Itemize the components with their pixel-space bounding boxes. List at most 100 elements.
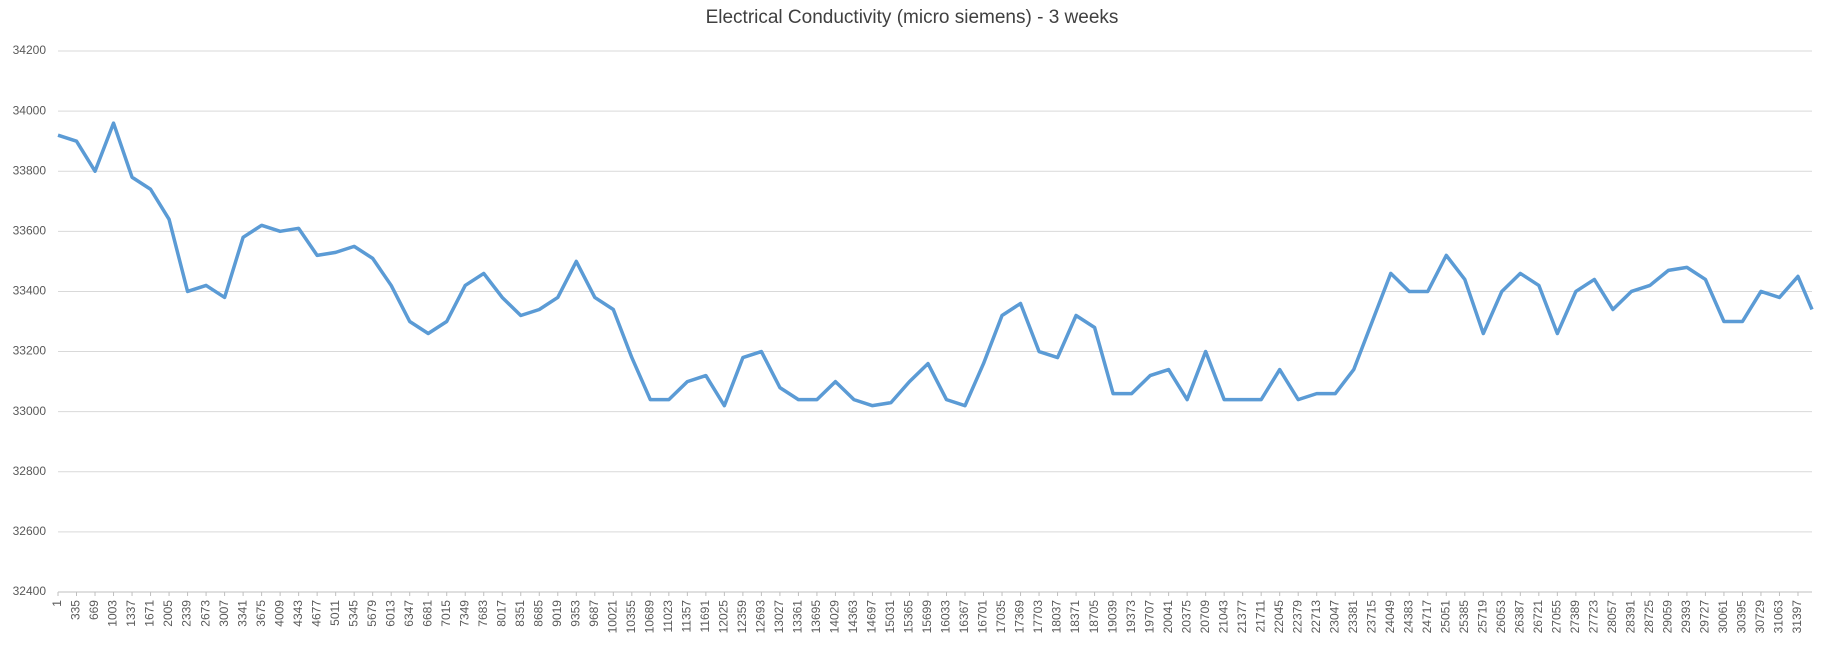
x-tick-label: 10355 (624, 600, 638, 634)
x-tick-label: 17703 (1031, 600, 1045, 634)
x-tick-label: 12025 (717, 600, 731, 634)
y-tick-label: 33800 (13, 163, 47, 177)
x-tick-label: 3341 (235, 600, 249, 627)
y-tick-label: 33600 (13, 224, 47, 238)
x-tick-label: 29727 (1698, 600, 1712, 634)
x-tick-label: 9353 (568, 600, 582, 627)
x-tick-label: 11023 (661, 600, 675, 633)
x-tick-label: 13027 (772, 600, 786, 634)
x-tick-label: 1 (50, 600, 64, 607)
x-tick-label: 22379 (1290, 600, 1304, 634)
x-tick-label: 8685 (531, 600, 545, 627)
x-tick-label: 6347 (402, 600, 416, 627)
x-tick-label: 30395 (1735, 600, 1749, 634)
x-tick-label: 21043 (1216, 600, 1230, 634)
x-tick-label: 14697 (865, 600, 879, 634)
x-tick-label: 1671 (143, 600, 157, 627)
x-tick-label: 1003 (106, 600, 120, 627)
x-tick-label: 10689 (643, 600, 657, 634)
x-tick-label: 27055 (1550, 600, 1564, 634)
x-tick-label: 6681 (420, 600, 434, 627)
x-tick-label: 4677 (309, 600, 323, 627)
x-tick-label: 7015 (439, 600, 453, 627)
x-tick-label: 23047 (1327, 600, 1341, 634)
x-tick-label: 25051 (1438, 600, 1452, 634)
x-tick-label: 20041 (1161, 600, 1175, 634)
x-tick-label: 4343 (291, 600, 305, 627)
x-tick-label: 25385 (1457, 600, 1471, 634)
x-tick-label: 7683 (476, 600, 490, 627)
x-tick-label: 17035 (994, 600, 1008, 634)
x-tick-label: 31397 (1790, 600, 1804, 634)
x-tick-label: 30061 (1716, 600, 1730, 634)
x-tick-label: 5345 (346, 600, 360, 627)
x-tick-label: 26387 (1512, 600, 1526, 634)
x-tick-label: 5679 (365, 600, 379, 627)
x-tick-label: 2005 (161, 600, 175, 627)
x-tick-label: 12359 (735, 600, 749, 634)
x-tick-label: 6013 (383, 600, 397, 627)
x-tick-label: 19039 (1105, 600, 1119, 634)
y-tick-label: 34000 (13, 103, 47, 117)
x-tick-label: 16033 (939, 600, 953, 634)
y-tick-label: 34200 (13, 43, 47, 57)
x-tick-label: 28057 (1605, 600, 1619, 634)
x-tick-label: 3675 (254, 600, 268, 627)
x-tick-label: 18037 (1050, 600, 1064, 634)
x-tick-label: 14363 (846, 600, 860, 634)
y-tick-label: 32400 (13, 584, 47, 598)
x-tick-label: 29393 (1679, 600, 1693, 634)
x-tick-label: 15365 (902, 600, 916, 634)
x-tick-label: 22045 (1272, 600, 1286, 634)
x-tick-label: 16367 (957, 600, 971, 634)
x-tick-label: 1337 (124, 600, 138, 627)
x-tick-label: 9019 (550, 600, 564, 627)
x-tick-label: 21711 (1253, 600, 1267, 633)
x-tick-label: 669 (87, 600, 101, 620)
x-tick-label: 26721 (1531, 600, 1545, 634)
x-tick-label: 24383 (1401, 600, 1415, 634)
x-tick-label: 23715 (1364, 600, 1378, 634)
x-tick-label: 17369 (1013, 600, 1027, 634)
x-tick-label: 19373 (1124, 600, 1138, 634)
x-tick-label: 2673 (198, 600, 212, 627)
x-tick-label: 11691 (698, 600, 712, 633)
x-tick-label: 13361 (791, 600, 805, 634)
chart-title: Electrical Conductivity (micro siemens) … (706, 7, 1119, 28)
x-tick-label: 15699 (920, 600, 934, 634)
x-tick-label: 24049 (1383, 600, 1397, 634)
x-tick-label: 28391 (1624, 600, 1638, 634)
x-tick-label: 14029 (828, 600, 842, 634)
y-tick-label: 33000 (13, 404, 47, 418)
x-tick-label: 20375 (1179, 600, 1193, 634)
y-tick-label: 32800 (13, 464, 47, 478)
x-tick-label: 12693 (754, 600, 768, 634)
x-tick-label: 31063 (1772, 600, 1786, 634)
x-tick-label: 8017 (494, 600, 508, 627)
x-tick-label: 18371 (1068, 600, 1082, 634)
x-tick-label: 21377 (1235, 600, 1249, 634)
x-tick-label: 27723 (1587, 600, 1601, 634)
x-tick-label: 9687 (587, 600, 601, 627)
x-tick-label: 22713 (1309, 600, 1323, 634)
x-tick-label: 25719 (1475, 600, 1489, 634)
x-tick-label: 27389 (1568, 600, 1582, 634)
x-tick-label: 2339 (180, 600, 194, 627)
x-tick-label: 18705 (1087, 600, 1101, 634)
y-tick-label: 32600 (13, 524, 47, 538)
x-tick-label: 8351 (513, 600, 527, 627)
x-tick-label: 7349 (457, 600, 471, 627)
x-tick-label: 11357 (680, 600, 694, 633)
x-tick-label: 23381 (1346, 600, 1360, 634)
x-tick-label: 28725 (1642, 600, 1656, 634)
line-series (57, 121, 1814, 408)
x-tick-label: 16701 (976, 600, 990, 634)
x-tick-label: 15031 (883, 600, 897, 634)
x-tick-label: 3007 (217, 600, 231, 627)
x-tick-label: 26053 (1494, 600, 1508, 634)
y-tick-label: 33200 (13, 344, 47, 358)
x-tick-label: 13695 (809, 600, 823, 634)
y-tick-label: 33400 (13, 284, 47, 298)
